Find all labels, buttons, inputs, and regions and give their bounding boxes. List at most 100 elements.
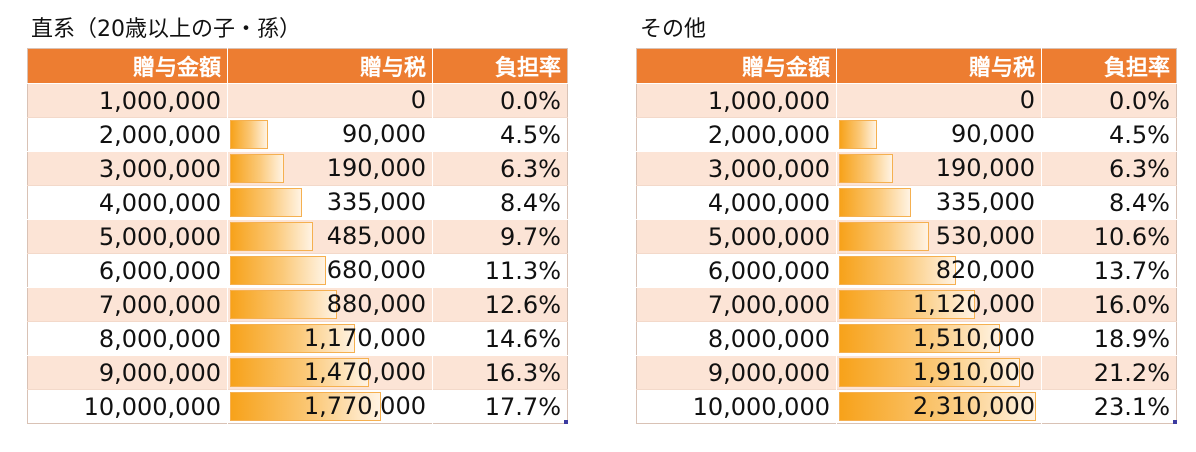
cell-rate[interactable]: 11.3%: [432, 253, 568, 288]
cell-amount[interactable]: 10,000,000: [27, 389, 228, 424]
tax-value: 190,000: [326, 154, 426, 182]
cell-tax[interactable]: 2,310,000: [836, 389, 1042, 424]
cell-rate[interactable]: 0.0%: [1041, 83, 1177, 118]
data-bar: [230, 120, 268, 149]
cell-tax[interactable]: 190,000: [227, 151, 433, 186]
header-row: 贈与金額 贈与税 負担率: [636, 48, 1177, 84]
header-amount: 贈与金額: [636, 48, 837, 84]
cell-amount[interactable]: 4,000,000: [27, 185, 228, 220]
cell-rate[interactable]: 4.5%: [432, 117, 568, 152]
cell-rate[interactable]: 0.0%: [432, 83, 568, 118]
cell-amount[interactable]: 7,000,000: [636, 287, 837, 322]
cell-amount[interactable]: 1,000,000: [636, 83, 837, 118]
table-row: 1,000,000 0 0.0%: [636, 83, 1177, 118]
cell-rate[interactable]: 14.6%: [432, 321, 568, 356]
table-row: 10,000,000 1,770,000 17.7%: [27, 389, 568, 424]
cell-tax[interactable]: 90,000: [836, 117, 1042, 152]
tax-value: 2,310,000: [912, 392, 1035, 420]
cell-tax[interactable]: 530,000: [836, 219, 1042, 254]
data-bar: [839, 324, 1000, 353]
data-bar: [839, 290, 975, 319]
cell-rate[interactable]: 6.3%: [1041, 151, 1177, 186]
cell-tax[interactable]: 1,120,000: [836, 287, 1042, 322]
tax-value: 680,000: [326, 256, 426, 284]
cell-tax[interactable]: 0: [836, 83, 1042, 118]
cell-amount[interactable]: 5,000,000: [636, 219, 837, 254]
header-rate: 負担率: [1041, 48, 1177, 84]
cell-rate[interactable]: 23.1%: [1041, 389, 1177, 424]
tax-value: 1,470,000: [303, 358, 426, 386]
cell-tax[interactable]: 485,000: [227, 219, 433, 254]
cell-rate[interactable]: 9.7%: [432, 219, 568, 254]
selection-handle[interactable]: [564, 420, 568, 424]
table-body: 1,000,000 0 0.0% 2,000,000 90,000 4.5% 3,000,0…: [27, 83, 568, 424]
cell-rate[interactable]: 16.0%: [1041, 287, 1177, 322]
tax-value: 1,770,000: [303, 392, 426, 420]
data-bar: [230, 256, 326, 285]
cell-rate[interactable]: 12.6%: [432, 287, 568, 322]
cell-tax[interactable]: 680,000: [227, 253, 433, 288]
table-row: 6,000,000 680,000 11.3%: [27, 253, 568, 288]
cell-rate[interactable]: 13.7%: [1041, 253, 1177, 288]
table-block-other: その他 贈与金額 贈与税 負担率 1,000,000 0 0.0% 2,000,000…: [636, 12, 1177, 428]
table-row: 1,000,000 0 0.0%: [27, 83, 568, 118]
cell-tax[interactable]: 90,000: [227, 117, 433, 152]
cell-amount[interactable]: 1,000,000: [27, 83, 228, 118]
cell-rate[interactable]: 8.4%: [432, 185, 568, 220]
table-row: 5,000,000 530,000 10.6%: [636, 219, 1177, 254]
cell-tax[interactable]: 1,770,000: [227, 389, 433, 424]
cell-amount[interactable]: 9,000,000: [27, 355, 228, 390]
cell-amount[interactable]: 8,000,000: [636, 321, 837, 356]
data-bar: [839, 358, 1020, 387]
cell-amount[interactable]: 10,000,000: [636, 389, 837, 424]
cell-tax[interactable]: 1,470,000: [227, 355, 433, 390]
tax-value: 1,170,000: [303, 324, 426, 352]
cell-amount[interactable]: 6,000,000: [636, 253, 837, 288]
cell-rate[interactable]: 18.9%: [1041, 321, 1177, 356]
tax-value: 880,000: [326, 290, 426, 318]
cell-rate[interactable]: 21.2%: [1041, 355, 1177, 390]
tax-value: 1,510,000: [912, 324, 1035, 352]
header-tax: 贈与税: [836, 48, 1042, 84]
cell-tax[interactable]: 1,910,000: [836, 355, 1042, 390]
selection-handle[interactable]: [1173, 420, 1177, 424]
cell-tax[interactable]: 335,000: [227, 185, 433, 220]
cell-amount[interactable]: 2,000,000: [27, 117, 228, 152]
cell-tax[interactable]: 1,170,000: [227, 321, 433, 356]
table-row: 2,000,000 90,000 4.5%: [636, 117, 1177, 152]
cell-tax[interactable]: 0: [227, 83, 433, 118]
cell-rate[interactable]: 4.5%: [1041, 117, 1177, 152]
cell-tax[interactable]: 190,000: [836, 151, 1042, 186]
cell-tax[interactable]: 335,000: [836, 185, 1042, 220]
tax-value: 1,910,000: [912, 358, 1035, 386]
cell-tax[interactable]: 880,000: [227, 287, 433, 322]
cell-amount[interactable]: 3,000,000: [636, 151, 837, 186]
cell-amount[interactable]: 6,000,000: [27, 253, 228, 288]
cell-amount[interactable]: 4,000,000: [636, 185, 837, 220]
cell-rate[interactable]: 17.7%: [432, 389, 568, 424]
cell-amount[interactable]: 9,000,000: [636, 355, 837, 390]
table-row: 9,000,000 1,910,000 21.2%: [636, 355, 1177, 390]
cell-amount[interactable]: 5,000,000: [27, 219, 228, 254]
cell-tax[interactable]: 1,510,000: [836, 321, 1042, 356]
table-row: 5,000,000 485,000 9.7%: [27, 219, 568, 254]
data-bar: [230, 358, 369, 387]
tax-value: 90,000: [342, 120, 426, 148]
data-bar: [839, 256, 956, 285]
cell-rate[interactable]: 16.3%: [432, 355, 568, 390]
table-row: 2,000,000 90,000 4.5%: [27, 117, 568, 152]
cell-tax[interactable]: 820,000: [836, 253, 1042, 288]
table-block-direct: 直系（20歳以上の子・孫） 贈与金額 贈与税 負担率 1,000,000 0 0.0…: [27, 12, 568, 428]
table-row: 4,000,000 335,000 8.4%: [636, 185, 1177, 220]
table-row: 10,000,000 2,310,000 23.1%: [636, 389, 1177, 424]
cell-amount[interactable]: 7,000,000: [27, 287, 228, 322]
tax-value: 0: [410, 86, 426, 114]
cell-rate[interactable]: 10.6%: [1041, 219, 1177, 254]
gift-tax-table-direct: 贈与金額 贈与税 負担率 1,000,000 0 0.0% 2,000,000 90,0…: [27, 48, 568, 424]
cell-amount[interactable]: 8,000,000: [27, 321, 228, 356]
cell-amount[interactable]: 3,000,000: [27, 151, 228, 186]
cell-rate[interactable]: 6.3%: [432, 151, 568, 186]
data-bar: [839, 392, 1036, 421]
cell-rate[interactable]: 8.4%: [1041, 185, 1177, 220]
cell-amount[interactable]: 2,000,000: [636, 117, 837, 152]
